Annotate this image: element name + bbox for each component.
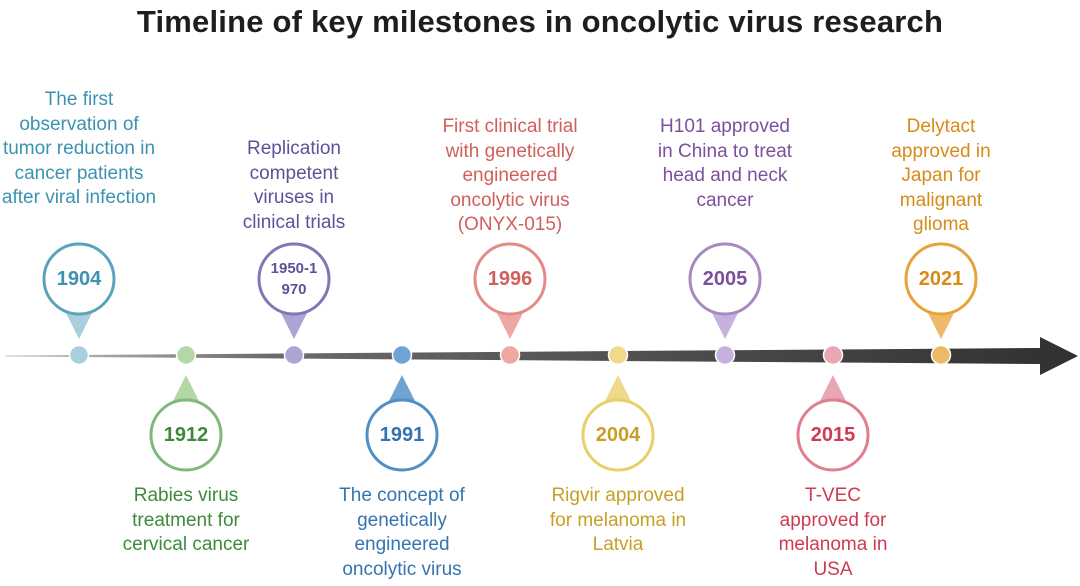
milestone-description: Delytact approved in Japan for malignant…: [891, 116, 991, 235]
milestone-circle: [257, 242, 331, 316]
timeline-dot: [283, 344, 305, 366]
milestone-year: 1950-1970: [270, 260, 318, 298]
timeline-dot: [175, 344, 197, 366]
timeline-axis: [5, 337, 1078, 375]
milestone-circle: [688, 242, 762, 316]
milestone-circle: [581, 398, 655, 472]
milestone-circle: [365, 398, 439, 472]
milestone-marker-2021: [904, 242, 978, 366]
milestone-description: Rabies virus treatment for cervical canc…: [122, 485, 250, 555]
milestone-marker-2005: [688, 242, 762, 366]
milestone-year: 2004: [595, 424, 641, 446]
milestone-marker-1991: [365, 344, 439, 472]
milestone-circle: [796, 398, 870, 472]
milestone-marker-2004: [581, 344, 655, 472]
milestone-year: 2021: [918, 268, 964, 290]
milestone-marker-2015: [796, 344, 870, 472]
milestone-marker-1912: [149, 344, 223, 472]
timeline-dot: [607, 344, 629, 366]
milestone-year: 1996: [487, 268, 533, 290]
timeline-dot: [822, 344, 844, 366]
timeline-dot: [499, 344, 521, 366]
milestone-description: The first observation of tumor reduction…: [1, 89, 157, 208]
milestone-year: 1912: [163, 424, 209, 446]
timeline-dot: [714, 344, 736, 366]
milestone-year: 2015: [810, 424, 856, 446]
timeline-dot: [68, 344, 90, 366]
timeline-dot: [391, 344, 413, 366]
timeline-dot: [930, 344, 952, 366]
milestone-year: 1991: [379, 424, 425, 446]
milestone-circle: [149, 398, 223, 472]
milestone-description: Replication competent viruses in clinica…: [242, 138, 346, 233]
page-title: Timeline of key milestones in oncolytic …: [136, 4, 944, 39]
milestone-marker-1996: [473, 242, 547, 366]
milestone-year: 1904: [56, 268, 102, 290]
milestone-circle: [42, 242, 116, 316]
milestone-marker-1904: [42, 242, 116, 366]
milestone-year: 2005: [702, 268, 748, 290]
milestone-circle: [904, 242, 978, 316]
milestone-description: First clinical trial with genetically en…: [442, 116, 578, 235]
milestone-description: The concept of genetically engineered on…: [339, 485, 465, 580]
milestone-description: H101 approved in China to treat head and…: [657, 116, 793, 211]
milestone-description: T-VEC approved for melanoma in USA: [778, 485, 888, 580]
milestone-description: Rigvir approved for melanoma in Latvia: [549, 485, 687, 555]
milestone-circle: [473, 242, 547, 316]
milestone-marker-1950-1970: [257, 242, 331, 366]
